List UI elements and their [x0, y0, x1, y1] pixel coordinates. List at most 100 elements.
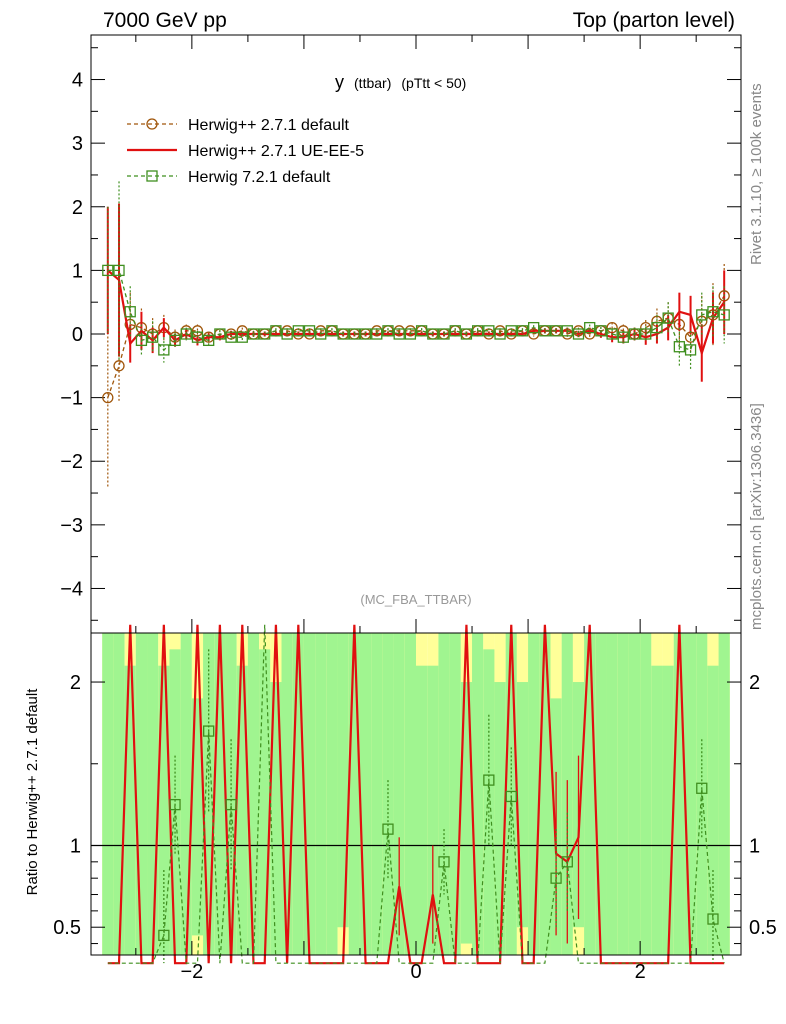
title-cut: (pTtt < 50) — [401, 75, 466, 91]
legend-label: Herwig++ 2.7.1 default — [188, 117, 350, 134]
data-point — [102, 264, 114, 277]
ratio-data-point — [382, 823, 394, 835]
band-green — [494, 682, 506, 955]
data-point — [292, 325, 304, 337]
data-point — [539, 325, 551, 337]
data-point — [707, 306, 719, 318]
legend: Herwig++ 2.7.1 default Herwig++ 2.7.1 UE-… — [127, 117, 364, 186]
ratio-series-dashed-square — [107, 624, 725, 964]
band-green — [438, 633, 450, 955]
header-process: Top (parton level) — [573, 9, 735, 32]
data-point — [281, 328, 293, 340]
band-green — [292, 633, 304, 955]
data-point — [595, 325, 607, 337]
data-point — [505, 325, 517, 337]
band-green — [270, 682, 282, 955]
data-point — [203, 334, 215, 347]
band-green — [359, 633, 372, 955]
band-green — [673, 633, 685, 955]
band-green — [449, 633, 461, 955]
ratio-data-point — [203, 725, 215, 737]
legend-marker — [146, 170, 158, 182]
ratio-ytick-label: 0.5 — [53, 917, 81, 939]
data-point — [404, 328, 417, 340]
data-point — [214, 328, 226, 340]
band-green — [584, 633, 596, 955]
data-point — [348, 328, 361, 340]
band-green — [628, 633, 641, 955]
data-point — [315, 328, 327, 340]
main-axes: −4 −3 −2 −1 0 1 2 3 4 — [60, 35, 741, 633]
band-green — [606, 633, 618, 955]
band-green — [225, 633, 237, 955]
ratio-line — [107, 624, 725, 964]
band-green — [147, 633, 159, 955]
ratio-ytick-label-right: 2 — [749, 672, 760, 694]
band-green — [348, 633, 360, 955]
data-point — [135, 334, 148, 347]
data-point — [628, 328, 641, 340]
band-green — [640, 633, 652, 955]
legend-label: Herwig 7.2.1 default — [188, 169, 331, 186]
header-energy: 7000 GeV pp — [103, 9, 227, 32]
ratio-ytick-label-right: 1 — [749, 835, 760, 857]
data-point — [550, 325, 562, 337]
data-point — [113, 360, 125, 372]
analysis-watermark: (MC_FBA_TTBAR) — [360, 592, 471, 607]
ratio-ylabel: Ratio to Herwig++ 2.7.1 default — [24, 688, 41, 896]
series-dashed-circle — [102, 264, 730, 487]
data-point — [427, 328, 439, 340]
main-ytick-label: −2 — [60, 451, 83, 473]
data-point — [617, 331, 629, 343]
data-point — [382, 325, 394, 337]
data-point — [393, 328, 405, 340]
data-point — [684, 344, 697, 356]
band-green — [371, 633, 383, 955]
band-green — [259, 649, 271, 955]
data-point — [191, 331, 204, 343]
ratio-plot: 0.5 0.5 1 1 2 2 −2 0 2 Ratio to Herwig++ 2.7.1 d… — [24, 624, 777, 983]
data-point — [696, 309, 708, 321]
data-point — [113, 264, 125, 277]
legend-marker — [146, 118, 158, 130]
data-point — [584, 321, 596, 334]
data-point — [225, 331, 237, 343]
data-point — [169, 334, 181, 347]
band-green — [337, 633, 349, 928]
ratio-data-point — [550, 872, 562, 884]
ratio-data-point — [438, 856, 450, 868]
band-green — [472, 633, 484, 955]
ratio-ytick-label: 1 — [70, 835, 81, 857]
band-green — [662, 665, 674, 955]
data-point — [247, 328, 260, 340]
main-ytick-label: 0 — [72, 324, 83, 346]
data-point — [528, 321, 540, 334]
series-dashed-square — [102, 181, 730, 369]
data-point — [359, 328, 372, 340]
rivet-label: Rivet 3.1.10, ≥ 100k events — [748, 83, 765, 265]
band-green — [247, 633, 260, 955]
main-ytick-label: −3 — [60, 515, 83, 537]
data-point — [606, 328, 618, 340]
data-point — [337, 328, 349, 340]
band-green — [460, 682, 473, 944]
data-point — [718, 309, 730, 321]
band-green — [427, 665, 439, 955]
main-ytick-label: −1 — [60, 388, 83, 410]
data-point — [471, 325, 484, 337]
band-green — [326, 633, 338, 955]
band-green — [102, 633, 114, 955]
series-line — [107, 269, 725, 351]
ratio-xtick-label: −2 — [180, 961, 203, 983]
ratio-xtick-label: 2 — [635, 961, 646, 983]
legend-label: Herwig++ 2.7.1 UE-EE-5 — [188, 143, 364, 160]
data-point — [516, 325, 529, 337]
ratio-axes: 0.5 0.5 1 1 2 2 −2 0 2 — [53, 672, 777, 983]
ratio-data-point — [158, 929, 170, 942]
band-green — [315, 633, 327, 955]
band-green — [718, 633, 730, 955]
data-point — [236, 331, 248, 343]
band-green — [617, 633, 629, 955]
band-green — [505, 633, 517, 955]
data-point — [259, 328, 271, 340]
